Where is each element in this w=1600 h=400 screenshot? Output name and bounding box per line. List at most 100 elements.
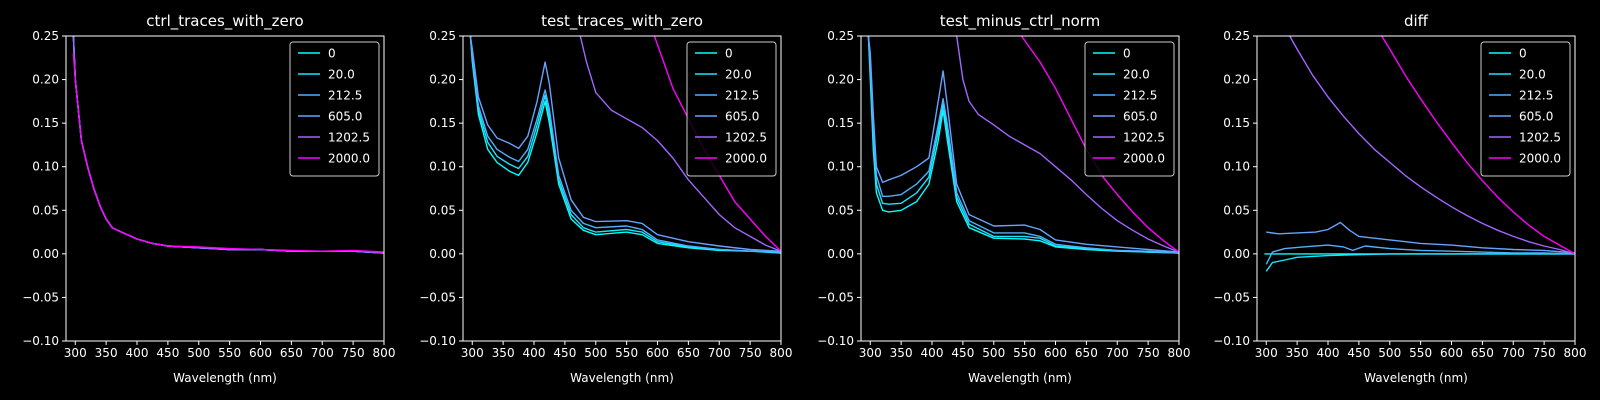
series-line xyxy=(867,36,1179,254)
series-line xyxy=(1265,253,1575,272)
x-tick-label: 550 xyxy=(1409,346,1432,360)
x-tick-label: 350 xyxy=(95,346,118,360)
x-tick-label: 500 xyxy=(1378,346,1401,360)
y-tick-label: −0.10 xyxy=(22,334,59,348)
y-tick-label: −0.10 xyxy=(419,334,456,348)
series-line xyxy=(469,36,781,253)
chart-title: test_traces_with_zero xyxy=(541,12,703,31)
axes-frame xyxy=(462,35,782,342)
y-tick-label: 0.00 xyxy=(827,247,854,261)
series-line xyxy=(956,36,1179,253)
x-tick-label: 300 xyxy=(859,346,882,360)
y-tick-label: 0.10 xyxy=(1223,160,1250,174)
y-tick-label: 0.25 xyxy=(827,29,854,43)
y-tick-label: 0.20 xyxy=(1223,73,1250,87)
y-tick-label: 0.10 xyxy=(429,160,456,174)
x-axis-label: Wavelength (nm) xyxy=(1364,371,1468,385)
x-tick-label: 600 xyxy=(249,346,272,360)
chart-title: diff xyxy=(1404,12,1429,30)
x-tick-label: 400 xyxy=(1317,346,1340,360)
x-tick-label: 550 xyxy=(1013,346,1036,360)
legend-label: 20.0 xyxy=(1519,68,1546,82)
x-axis-label: Wavelength (nm) xyxy=(968,371,1072,385)
x-tick-label: 450 xyxy=(156,346,179,360)
y-tick-label: −0.05 xyxy=(1213,290,1250,304)
y-tick-label: 0.15 xyxy=(32,116,59,130)
y-tick-label: 0.25 xyxy=(32,29,59,43)
axes-frame xyxy=(1256,35,1576,342)
legend: 0 20.0 212.5 605.0 1202.5 2000.0 xyxy=(1480,41,1571,177)
legend-label: 212.5 xyxy=(1123,89,1157,103)
y-tick-label: 0.15 xyxy=(1223,116,1250,130)
legend-label: 1202.5 xyxy=(328,131,370,145)
series-line xyxy=(867,36,1179,253)
x-axis-label: Wavelength (nm) xyxy=(173,371,277,385)
x-tick-label: 700 xyxy=(311,346,334,360)
series-line xyxy=(1266,221,1575,254)
y-tick-label: −0.10 xyxy=(1213,334,1250,348)
y-tick-label: −0.05 xyxy=(817,290,854,304)
series-line xyxy=(1289,36,1575,255)
legend-label: 212.5 xyxy=(1519,89,1553,103)
x-tick-label: 550 xyxy=(218,346,241,360)
x-tick-label: 450 xyxy=(553,346,576,360)
legend-label: 2000.0 xyxy=(725,152,767,166)
x-tick-label: 800 xyxy=(1168,346,1191,360)
legend-label: 1202.5 xyxy=(1123,131,1165,145)
legend-label: 605.0 xyxy=(1123,110,1157,124)
legend-label: 0 xyxy=(1123,47,1131,61)
x-tick-label: 800 xyxy=(770,346,793,360)
x-tick-label: 400 xyxy=(921,346,944,360)
x-tick-label: 550 xyxy=(615,346,638,360)
legend-label: 1202.5 xyxy=(1519,131,1561,145)
legend-label: 2000.0 xyxy=(328,152,370,166)
x-tick-label: 500 xyxy=(584,346,607,360)
x-tick-label: 650 xyxy=(280,346,303,360)
x-tick-label: 650 xyxy=(677,346,700,360)
chart-title: test_minus_ctrl_norm xyxy=(940,12,1101,31)
x-tick-label: 350 xyxy=(492,346,515,360)
series-line xyxy=(1265,244,1575,265)
y-tick-label: 0.25 xyxy=(429,29,456,43)
series-line xyxy=(469,36,781,254)
x-tick-label: 700 xyxy=(1502,346,1525,360)
series-group xyxy=(1264,36,1575,272)
legend: 0 20.0 212.5 605.0 1202.5 2000.0 xyxy=(1084,41,1175,177)
x-tick-label: 500 xyxy=(982,346,1005,360)
x-tick-label: 300 xyxy=(1255,346,1278,360)
x-tick-label: 400 xyxy=(523,346,546,360)
legend-label: 2000.0 xyxy=(1123,152,1165,166)
x-tick-label: 800 xyxy=(373,346,396,360)
x-tick-label: 450 xyxy=(951,346,974,360)
x-tick-label: 350 xyxy=(890,346,913,360)
x-tick-label: 300 xyxy=(461,346,484,360)
legend-label: 212.5 xyxy=(328,89,362,103)
x-tick-label: 600 xyxy=(1440,346,1463,360)
y-tick-label: −0.05 xyxy=(419,290,456,304)
chart-panel: ctrl_traces_with_zero 300 350 400 450 500 550 6… xyxy=(22,12,395,385)
axes-frame xyxy=(65,35,385,342)
y-tick-label: 0.05 xyxy=(1223,203,1250,217)
series-line xyxy=(72,53,384,253)
x-tick-label: 650 xyxy=(1075,346,1098,360)
legend-label: 0 xyxy=(328,47,336,61)
y-tick-label: 0.25 xyxy=(1223,29,1250,43)
legend-label: 605.0 xyxy=(328,110,362,124)
chart-panel: diff 300 350 400 450 500 550 600 650 700 750 800 −0.… xyxy=(1213,12,1586,385)
x-tick-label: 350 xyxy=(1286,346,1309,360)
y-tick-label: 0.05 xyxy=(32,203,59,217)
x-tick-label: 400 xyxy=(126,346,149,360)
series-line xyxy=(1381,36,1575,255)
legend-label: 20.0 xyxy=(725,68,752,82)
x-axis-label: Wavelength (nm) xyxy=(570,371,674,385)
x-tick-label: 750 xyxy=(342,346,365,360)
series-line xyxy=(579,36,781,252)
series-line xyxy=(469,36,781,253)
legend-box xyxy=(289,41,380,177)
x-tick-label: 500 xyxy=(187,346,210,360)
y-tick-label: 0.10 xyxy=(32,160,59,174)
y-tick-label: 0.15 xyxy=(827,116,854,130)
y-tick-label: 0.20 xyxy=(32,73,59,87)
legend-label: 20.0 xyxy=(328,68,355,82)
